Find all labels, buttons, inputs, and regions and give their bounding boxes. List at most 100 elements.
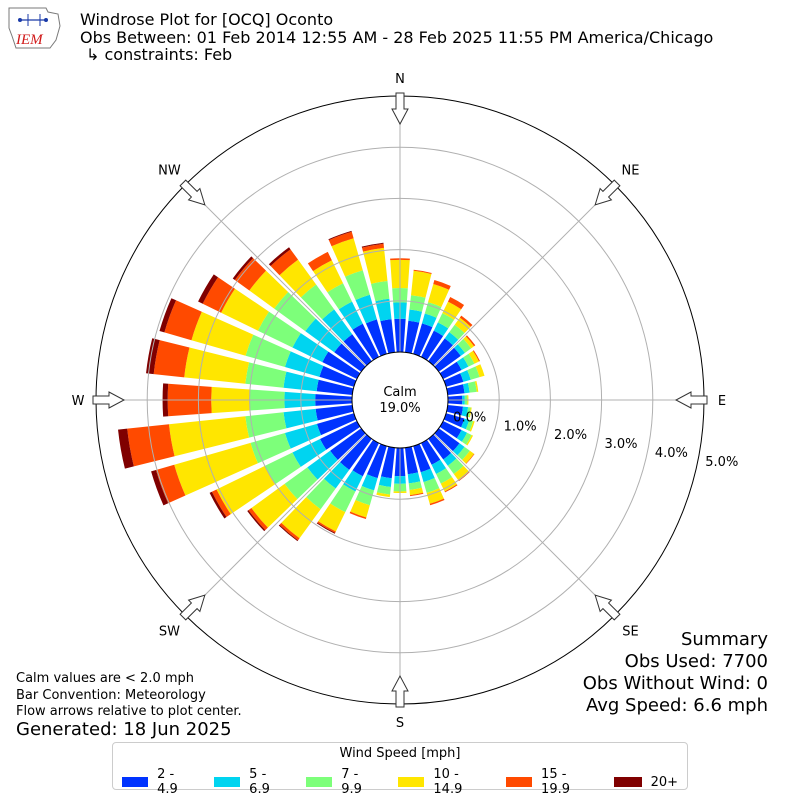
bar-segment-50-bin2 [457, 338, 472, 353]
bar-segment-150-bin3 [440, 477, 457, 492]
flow-arrow-icon [179, 594, 206, 621]
bar-segment-320-bin4 [270, 249, 299, 276]
legend-label: 2 - 4.9 [157, 767, 178, 797]
bar-segment-130-bin4 [465, 453, 475, 464]
bar-segment-240-bin5 [209, 491, 227, 519]
legend-item: 5 - 6.9 [214, 767, 288, 797]
compass-label-e: E [718, 394, 726, 409]
bar-segment-280-bin2 [245, 362, 287, 388]
bar-segment-20-bin3 [428, 283, 450, 308]
calm-circle [351, 351, 449, 449]
bar-segment-60-bin1 [456, 357, 469, 370]
bar-segment-20-bin0 [413, 323, 433, 357]
bar-segment-240-bin3 [216, 465, 276, 515]
summary-title: Summary [681, 629, 768, 650]
bar-segment-110-bin1 [461, 418, 470, 430]
bar-segment-350-bin5 [361, 242, 384, 248]
bar-segment-190-bin3 [376, 492, 391, 498]
bar-segment-280-bin1 [283, 371, 319, 392]
grid-spoke [433, 184, 616, 367]
bar-segment-100-bin1 [461, 406, 469, 417]
legend-swatch [613, 777, 642, 787]
bar-segment-70-bin3 [475, 364, 485, 378]
flow-arrow-icon [594, 179, 621, 206]
compass-label-w: W [72, 394, 85, 409]
bar-segment-340-bin1 [355, 294, 377, 324]
bar-segment-160-bin0 [413, 443, 431, 473]
grid-spoke [184, 433, 367, 616]
legend-swatch [306, 777, 333, 787]
radial-tick-label: 2.0% [554, 428, 587, 443]
bar-segment-40-bin0 [428, 338, 453, 366]
bar-segment-230-bin3 [251, 483, 298, 528]
bar-segment-10-bin4 [413, 269, 432, 274]
flow-arrow-icon [92, 391, 126, 409]
bar-segment-40-bin1 [444, 332, 459, 346]
bar-segment-330-bin0 [352, 323, 379, 361]
obs-used: Obs Used: 7700 [624, 651, 768, 672]
bar-segment-350-bin0 [380, 319, 395, 354]
bar-segment-250-bin1 [284, 423, 322, 449]
bar-segment-170-bin4 [409, 492, 424, 497]
bar-segment-50-bin4 [465, 335, 476, 347]
generated-date: Generated: 18 Jun 2025 [16, 719, 232, 740]
bar-segment-290-bin4 [164, 300, 202, 341]
bar-segment-340-bin3 [331, 238, 363, 277]
compass-label-n: N [395, 72, 405, 87]
bar-segment-230-bin2 [284, 467, 318, 500]
bar-segment-290-bin0 [319, 365, 357, 387]
bar-segment-30-bin3 [442, 301, 462, 320]
bar-segment-60-bin2 [463, 353, 475, 367]
bar-segment-350-bin4 [362, 243, 385, 252]
legend-label: 7 - 9.9 [341, 767, 362, 797]
bar-segment-300-bin2 [257, 311, 301, 348]
bar-segment-210-bin3 [318, 503, 346, 532]
bar-segment-70-bin2 [467, 366, 480, 380]
logo-text: IEM [15, 32, 44, 48]
bar-segment-350-bin3 [362, 247, 388, 284]
bar-segment-230-bin0 [330, 428, 366, 461]
bar-segment-320-bin2 [300, 284, 335, 320]
bar-segment-30-bin2 [437, 313, 455, 329]
bar-segment-130-bin2 [457, 446, 470, 461]
bar-segment-160-bin1 [420, 468, 435, 483]
bar-segment-260-bin5 [118, 428, 134, 469]
bar-segment-220-bin2 [306, 478, 336, 510]
legend-swatch [122, 777, 149, 787]
compass-label-s: S [396, 716, 404, 731]
bar-segment-290-bin5 [159, 298, 177, 333]
bar-segment-290-bin3 [191, 311, 254, 356]
bar-segment-140-bin3 [453, 465, 469, 481]
bar-segment-20-bin4 [433, 280, 451, 290]
bar-segment-290-bin2 [245, 334, 291, 368]
bar-segment-250-bin4 [156, 464, 186, 504]
bar-segment-300-bin4 [202, 277, 235, 313]
bar-segment-310-bin4 [234, 258, 267, 291]
flow-arrows-note: Flow arrows relative to plot center. [16, 704, 242, 719]
legend-item: 20+ [613, 767, 678, 797]
compass-label-sw: SW [159, 625, 180, 640]
legend-item: 15 - 19.9 [505, 767, 596, 797]
bar-segment-230-bin4 [248, 507, 268, 531]
legend: Wind Speed [mph] 2 - 4.9 5 - 6.9 7 - 9.9 10… [112, 742, 688, 797]
bar-segment-60-bin4 [472, 350, 480, 362]
bar-segment-80-bin0 [446, 384, 465, 395]
legend-swatch [505, 777, 533, 787]
radial-tick-labels: 0.0% 1.0% 2.0% 3.0% 4.0% 5.0% [453, 410, 738, 469]
bar-segment-340-bin0 [365, 319, 387, 357]
flow-arrow-icon [391, 674, 409, 708]
grid-spoke [184, 184, 367, 367]
calm-label: Calm [383, 385, 416, 400]
bar-segment-70-bin0 [443, 373, 464, 387]
bar-segment-310-bin3 [249, 270, 289, 309]
avg-speed: Avg Speed: 6.6 mph [586, 695, 768, 716]
flow-arrow-icon [179, 179, 206, 206]
iem-logo: IEM [8, 7, 61, 49]
calm-value: 19.0% [379, 401, 420, 416]
legend-label: 5 - 6.9 [249, 767, 270, 797]
bar-segment-50-bin3 [463, 336, 475, 349]
chart-title: Windrose Plot for [OCQ] Oconto [80, 10, 334, 29]
flow-arrow-icon [391, 92, 409, 126]
bar-segment-200-bin3 [350, 499, 370, 518]
bar-segment-330-bin2 [327, 283, 353, 310]
